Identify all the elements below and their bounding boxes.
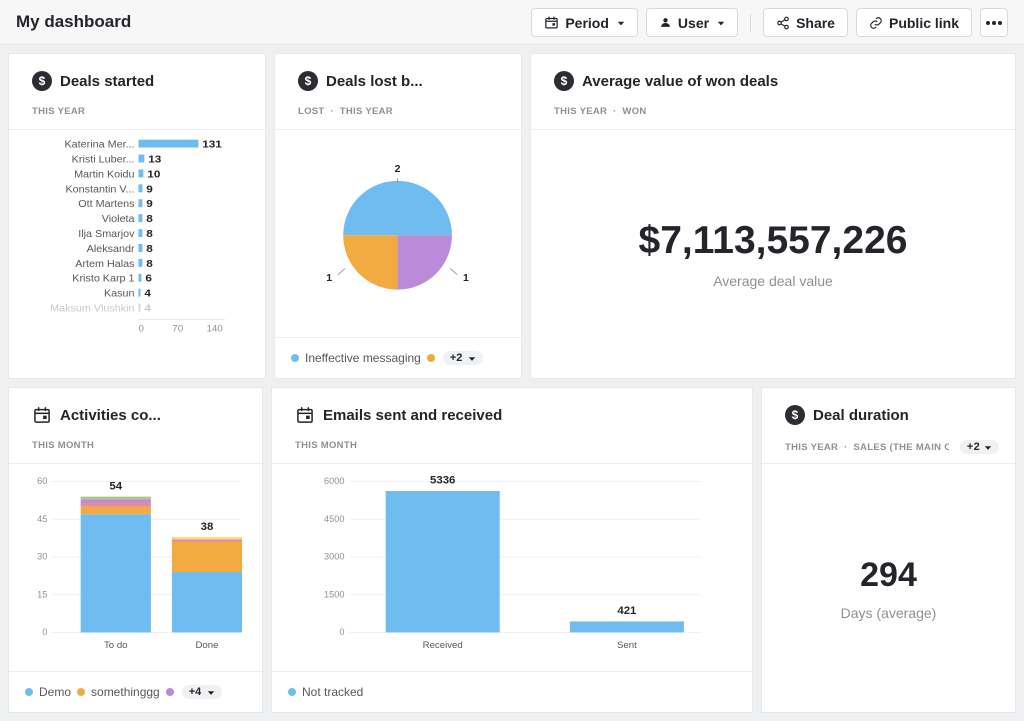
svg-text:5336: 5336: [430, 474, 455, 486]
svg-text:3000: 3000: [324, 552, 344, 562]
svg-text:8: 8: [146, 258, 153, 269]
svg-text:Done: Done: [195, 640, 218, 651]
svg-text:6: 6: [145, 273, 152, 284]
svg-text:Martin Koidu: Martin Koidu: [74, 170, 134, 180]
svg-text:70: 70: [172, 324, 183, 333]
svg-text:0: 0: [42, 627, 47, 637]
svg-text:131: 131: [202, 139, 222, 150]
svg-text:54: 54: [109, 480, 122, 492]
svg-text:Kristi Luber...: Kristi Luber...: [72, 155, 135, 165]
svg-text:4: 4: [144, 288, 151, 299]
svg-text:13: 13: [148, 154, 161, 165]
svg-text:421: 421: [617, 605, 637, 617]
svg-text:10: 10: [147, 169, 160, 180]
svg-text:Maksum Vlushkin: Maksum Vlushkin: [50, 304, 135, 314]
svg-text:2: 2: [395, 163, 401, 175]
svg-text:1500: 1500: [324, 589, 344, 599]
svg-text:8: 8: [146, 229, 153, 240]
svg-text:4500: 4500: [324, 514, 344, 524]
svg-text:60: 60: [37, 476, 47, 486]
svg-text:Kristo Karp 1: Kristo Karp 1: [72, 274, 135, 284]
svg-text:30: 30: [37, 552, 47, 562]
svg-text:Ilja Smarjov: Ilja Smarjov: [78, 229, 135, 239]
svg-text:15: 15: [37, 589, 47, 599]
svg-text:6000: 6000: [324, 476, 344, 486]
svg-text:0: 0: [339, 627, 344, 637]
svg-text:1: 1: [326, 272, 332, 284]
svg-text:Ott Martens: Ott Martens: [78, 200, 134, 210]
svg-text:Aleksandr: Aleksandr: [87, 244, 136, 254]
svg-text:Received: Received: [423, 640, 463, 651]
svg-text:0: 0: [138, 324, 143, 333]
svg-text:38: 38: [201, 521, 214, 533]
svg-text:9: 9: [146, 184, 153, 195]
svg-text:1: 1: [463, 272, 469, 284]
svg-text:Konstantin V...: Konstantin V...: [65, 185, 134, 195]
svg-text:Sent: Sent: [617, 640, 637, 651]
svg-text:Artem Halas: Artem Halas: [75, 259, 134, 269]
svg-text:4: 4: [144, 303, 151, 314]
svg-text:8: 8: [146, 243, 153, 254]
svg-text:To do: To do: [104, 640, 128, 651]
svg-text:Kasun: Kasun: [104, 289, 135, 299]
svg-text:9: 9: [146, 199, 153, 210]
svg-text:Violeta: Violeta: [102, 215, 135, 225]
svg-text:140: 140: [206, 324, 222, 333]
svg-text:45: 45: [37, 514, 47, 524]
svg-text:8: 8: [146, 214, 153, 225]
svg-text:Katerina Mer...: Katerina Mer...: [64, 140, 134, 150]
